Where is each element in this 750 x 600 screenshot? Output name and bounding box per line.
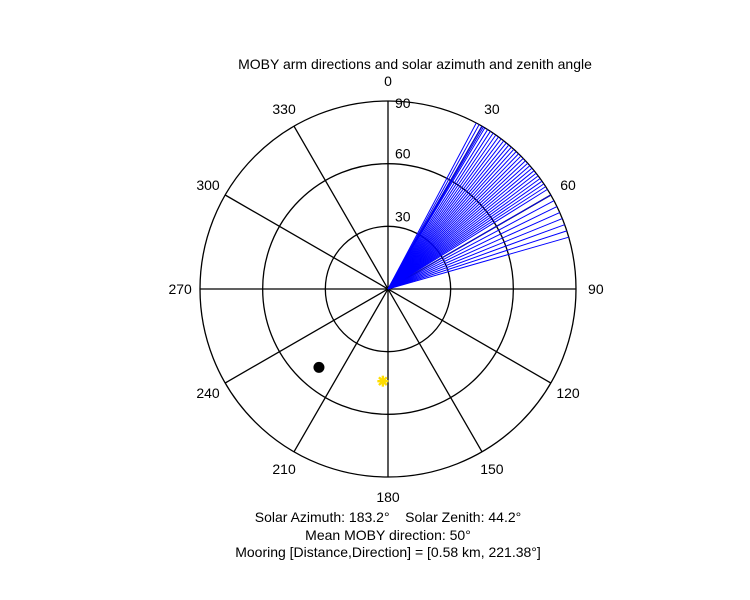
arm-direction-line xyxy=(387,186,546,290)
sun-marker xyxy=(377,375,389,387)
arm-direction-line xyxy=(387,175,539,290)
arm-direction-line xyxy=(387,188,548,290)
azimuth-tick-label-30: 30 xyxy=(484,101,500,117)
markers xyxy=(313,361,389,387)
caption-solar: Solar Azimuth: 183.2° Solar Zenith: 44.2… xyxy=(255,509,521,525)
arm-direction-line xyxy=(387,183,545,290)
arm-direction-line xyxy=(387,200,555,290)
azimuth-tick-label-150: 150 xyxy=(480,461,504,477)
azimuth-tick-label-210: 210 xyxy=(272,461,296,477)
arm-direction-line xyxy=(387,162,529,290)
azimuth-tick-label-120: 120 xyxy=(556,385,580,401)
arm-direction-line xyxy=(387,212,560,290)
arm-direction-line xyxy=(387,167,533,290)
azimuth-tick-label-90: 90 xyxy=(588,281,604,297)
caption-mooring: Mooring [Distance,Direction] = [0.58 km,… xyxy=(235,544,541,560)
arm-direction-line xyxy=(387,144,510,290)
chart-title: MOBY arm directions and solar azimuth an… xyxy=(238,56,592,72)
arm-direction-line xyxy=(387,134,497,290)
azimuth-tick-label-300: 300 xyxy=(196,177,220,193)
radial-tick-label-30: 30 xyxy=(395,208,411,224)
arm-direction-line xyxy=(387,136,499,290)
arm-direction-line xyxy=(387,206,558,290)
azimuth-tick-label-330: 330 xyxy=(272,101,296,117)
radial-tick-label-60: 60 xyxy=(395,146,411,162)
arm-direction-line xyxy=(387,172,537,290)
arm-direction-line xyxy=(387,132,494,290)
arm-direction-line xyxy=(387,122,477,290)
arm-direction-line xyxy=(387,148,515,290)
caption-mean-direction: Mean MOBY direction: 50° xyxy=(305,527,471,543)
arm-direction-line xyxy=(387,230,567,290)
radial-tick-label-90: 90 xyxy=(395,95,411,111)
arm-direction-line xyxy=(387,153,519,290)
arm-direction-line xyxy=(387,155,522,290)
arm-direction-line xyxy=(387,140,505,290)
arm-direction-line xyxy=(387,138,502,290)
arm-direction-line xyxy=(387,180,543,290)
arm-direction-line xyxy=(387,129,489,290)
arm-direction-line xyxy=(387,224,565,290)
arm-direction-line xyxy=(387,160,526,290)
azimuth-tick-label-240: 240 xyxy=(196,385,220,401)
arm-direction-line xyxy=(387,178,541,290)
arm-direction-line xyxy=(387,146,512,290)
arm-direction-line xyxy=(387,142,507,290)
azimuth-tick-label-60: 60 xyxy=(560,177,576,193)
azimuth-tick-label-180: 180 xyxy=(376,489,400,505)
arm-direction-line xyxy=(387,127,486,290)
arm-direction-lines xyxy=(387,122,569,290)
arm-direction-line xyxy=(387,124,480,290)
azimuth-tick-label-270: 270 xyxy=(168,281,192,297)
arm-direction-line xyxy=(387,236,569,290)
arm-direction-line xyxy=(387,131,491,290)
mooring-marker xyxy=(313,361,325,373)
arm-direction-line xyxy=(387,218,563,290)
arm-direction-line xyxy=(387,151,517,290)
arm-direction-line xyxy=(387,170,535,290)
arm-direction-line xyxy=(387,165,531,290)
tick-labels: 0 30 60 90 120 150 180 210 240 270 300 330 30 60 90 xyxy=(168,73,603,505)
azimuth-tick-label-0: 0 xyxy=(384,73,392,89)
arm-direction-line xyxy=(387,158,524,290)
arm-direction-line xyxy=(387,194,552,290)
